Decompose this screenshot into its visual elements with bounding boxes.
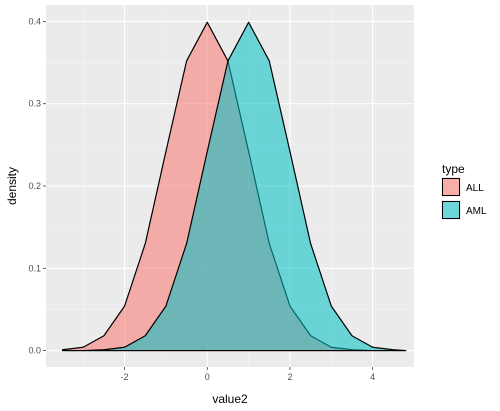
y-tick-label: 0.3 [28, 99, 41, 109]
x-axis: -2 0 2 4 [121, 367, 375, 382]
density-area-aml [61, 21, 407, 352]
x-axis-title: value2 [212, 392, 248, 406]
y-tick-label: 0.0 [28, 346, 41, 356]
density-areas [61, 21, 407, 352]
y-tick-label: 0.1 [28, 263, 41, 273]
legend-label-all: ALL [466, 183, 484, 194]
y-tick-label: 0.4 [28, 16, 41, 26]
legend-label-aml: AML [466, 206, 487, 217]
x-tick-label: 4 [370, 372, 375, 382]
legend: type ALL AML [441, 162, 487, 220]
x-tick-label: 2 [287, 372, 292, 382]
legend-swatch-aml [442, 201, 460, 219]
x-tick-label: -2 [121, 372, 129, 382]
legend-swatch-all [442, 178, 460, 196]
y-tick-label: 0.2 [28, 181, 41, 191]
x-tick-label: 0 [205, 372, 210, 382]
y-axis: 0.0 0.1 0.2 0.3 0.4 [28, 16, 46, 356]
y-axis-title: density [5, 167, 19, 205]
legend-title: type [442, 162, 465, 176]
